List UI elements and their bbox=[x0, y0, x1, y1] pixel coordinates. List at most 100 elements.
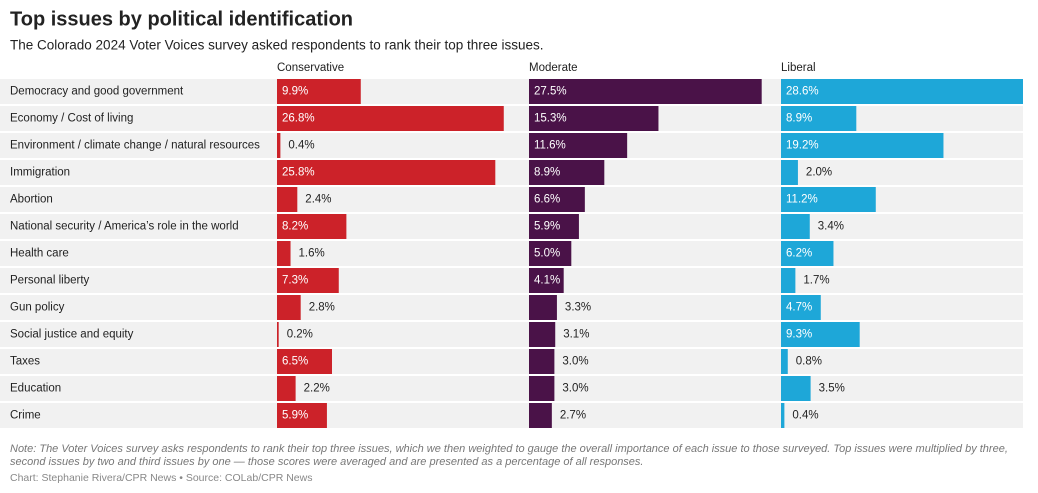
value-label: 7.3% bbox=[282, 275, 308, 287]
value-label: 1.7% bbox=[803, 275, 829, 287]
category-label: National security / America’s role in th… bbox=[10, 221, 239, 233]
value-label: 4.7% bbox=[786, 302, 812, 314]
panel-header: Liberal bbox=[781, 62, 816, 74]
bar bbox=[277, 376, 296, 401]
category-label: Environment / climate change / natural r… bbox=[10, 140, 260, 152]
value-label: 8.2% bbox=[282, 221, 308, 233]
bar bbox=[277, 133, 281, 158]
bar bbox=[277, 241, 291, 266]
category-label: Abortion bbox=[10, 194, 53, 206]
bar bbox=[529, 187, 585, 212]
value-label: 0.8% bbox=[796, 356, 822, 368]
value-label: 3.0% bbox=[562, 356, 588, 368]
value-label: 27.5% bbox=[534, 86, 567, 98]
bar bbox=[781, 349, 788, 374]
category-label: Personal liberty bbox=[10, 275, 90, 287]
row-band bbox=[0, 106, 1023, 131]
value-label: 2.2% bbox=[304, 383, 330, 395]
panel-header: Conservative bbox=[277, 62, 344, 74]
row-band bbox=[0, 376, 1023, 401]
bar bbox=[781, 268, 796, 293]
category-label: Social justice and equity bbox=[10, 329, 134, 341]
bar bbox=[781, 160, 798, 185]
bar bbox=[781, 241, 834, 266]
value-label: 2.8% bbox=[309, 302, 335, 314]
value-label: 9.9% bbox=[282, 86, 308, 98]
row-band bbox=[0, 214, 1023, 239]
row-band bbox=[0, 160, 1023, 185]
value-label: 4.1% bbox=[534, 275, 560, 287]
value-label: 2.0% bbox=[806, 167, 832, 179]
category-label: Taxes bbox=[10, 356, 40, 368]
bar bbox=[277, 187, 298, 212]
credit: Chart: Stephanie Rivera/CPR News • Sourc… bbox=[10, 472, 313, 484]
value-label: 11.6% bbox=[534, 140, 566, 152]
value-label: 5.9% bbox=[534, 221, 560, 233]
value-label: 28.6% bbox=[786, 86, 819, 98]
category-label: Health care bbox=[10, 248, 69, 260]
bar bbox=[529, 79, 762, 104]
bar bbox=[529, 322, 556, 347]
bar bbox=[781, 214, 810, 239]
value-label: 19.2% bbox=[786, 140, 819, 152]
value-label: 1.6% bbox=[299, 248, 325, 260]
value-label: 6.2% bbox=[786, 248, 812, 260]
category-label: Economy / Cost of living bbox=[10, 113, 133, 125]
bar bbox=[529, 268, 564, 293]
bar bbox=[277, 295, 301, 320]
value-label: 0.2% bbox=[287, 329, 313, 341]
note: Note: The Voter Voices survey asks respo… bbox=[10, 443, 1008, 468]
category-label: Crime bbox=[10, 410, 41, 422]
chart-title: Top issues by political identification bbox=[10, 8, 353, 30]
value-label: 5.9% bbox=[282, 410, 308, 422]
category-label: Immigration bbox=[10, 167, 70, 179]
bar bbox=[277, 322, 279, 347]
bar bbox=[529, 106, 659, 131]
value-label: 2.4% bbox=[305, 194, 331, 206]
bar bbox=[529, 133, 628, 158]
value-label: 3.3% bbox=[565, 302, 591, 314]
bar bbox=[781, 403, 785, 428]
bar bbox=[277, 403, 327, 428]
bar bbox=[529, 349, 555, 374]
bar bbox=[781, 79, 1023, 104]
category-label: Democracy and good government bbox=[10, 86, 184, 98]
bar bbox=[529, 160, 605, 185]
bar bbox=[277, 79, 361, 104]
value-label: 0.4% bbox=[288, 140, 314, 152]
bar bbox=[529, 376, 555, 401]
value-label: 3.1% bbox=[563, 329, 589, 341]
bar bbox=[781, 322, 860, 347]
bar bbox=[277, 160, 496, 185]
value-label: 25.8% bbox=[282, 167, 315, 179]
value-label: 2.7% bbox=[560, 410, 586, 422]
value-label: 6.6% bbox=[534, 194, 560, 206]
bar bbox=[277, 268, 339, 293]
value-label: 11.2% bbox=[786, 194, 818, 206]
bar bbox=[529, 241, 572, 266]
value-label: 3.4% bbox=[818, 221, 844, 233]
value-label: 3.0% bbox=[562, 383, 588, 395]
row-band bbox=[0, 295, 1023, 320]
category-label: Gun policy bbox=[10, 302, 65, 314]
value-label: 26.8% bbox=[282, 113, 315, 125]
value-label: 8.9% bbox=[534, 167, 560, 179]
value-label: 3.5% bbox=[819, 383, 845, 395]
category-label: Education bbox=[10, 383, 61, 395]
row-band bbox=[0, 322, 1023, 347]
bar bbox=[781, 376, 811, 401]
bar bbox=[781, 133, 944, 158]
chart-subtitle: The Colorado 2024 Voter Voices survey as… bbox=[10, 38, 544, 53]
bar bbox=[277, 214, 347, 239]
row-band bbox=[0, 241, 1023, 266]
row-band bbox=[0, 268, 1023, 293]
bar bbox=[277, 349, 332, 374]
bar bbox=[781, 187, 876, 212]
panel-header: Moderate bbox=[529, 62, 578, 74]
bar bbox=[529, 403, 552, 428]
row-band bbox=[0, 349, 1023, 374]
value-label: 5.0% bbox=[534, 248, 560, 260]
row-band bbox=[0, 403, 1023, 428]
